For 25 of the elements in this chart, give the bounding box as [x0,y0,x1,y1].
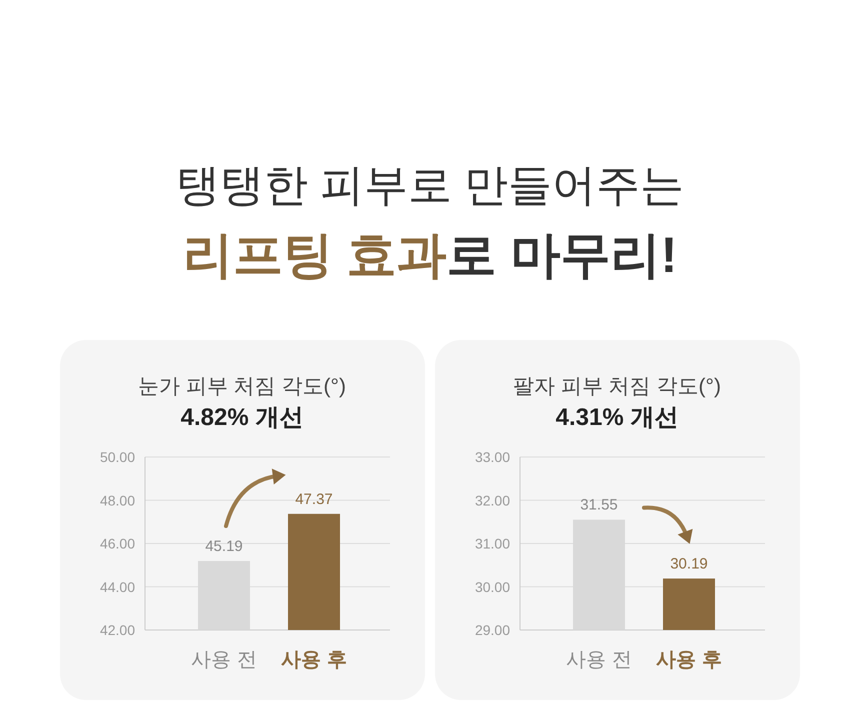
chart-title: 팔자 피부 처짐 각도(°) [513,375,721,398]
x-tick-label: 사용 후 [281,649,347,671]
y-tick-label: 42.00 [100,622,136,638]
x-tick-label: 사용 전 [191,649,257,671]
chart-title: 눈가 피부 처짐 각도(°) [138,375,346,398]
y-tick-label: 44.00 [100,578,136,595]
x-tick-label: 사용 후 [656,649,722,671]
y-tick-label: 48.00 [100,492,136,508]
text: 리프팅 효과 [182,227,447,283]
y-tick-label: 30.00 [474,578,510,595]
y-tick-label: 32.00 [474,492,510,508]
y-tick-label: 46.00 [100,536,136,552]
chart-subtitle: 4.31% 개선 [556,404,678,431]
data-label: 31.55 [580,496,618,514]
text: 로 마무리! [446,227,678,283]
chart-subtitle: 4.82% 개선 [180,404,304,431]
data-label: 45.19 [205,538,243,556]
y-tick-label: 31.00 [474,536,510,552]
data-label: 30.19 [670,556,708,573]
text: 탱탱한 피부로 만들어주는 [176,161,684,210]
y-tick-label: 50.00 [100,449,136,465]
y-tick-label: 33.00 [474,449,510,465]
data-label: 47.37 [295,490,333,508]
y-tick-label: 29.00 [474,622,510,638]
x-tick-label: 사용 전 [566,649,632,671]
